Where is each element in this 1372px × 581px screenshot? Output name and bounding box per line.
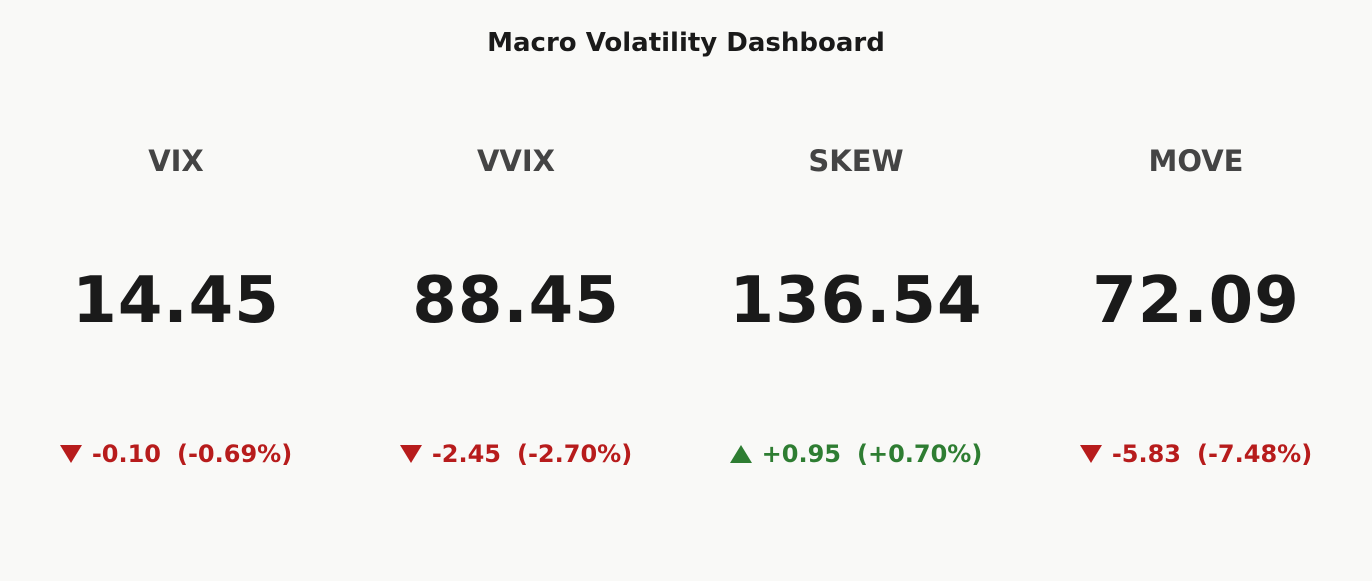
change-arrow bbox=[1079, 445, 1102, 463]
kpi-name: VIX bbox=[148, 144, 204, 178]
kpi-value: 14.45 bbox=[72, 264, 280, 338]
kpi-value: 136.54 bbox=[729, 264, 983, 338]
change-arrow bbox=[59, 445, 82, 463]
kpi-name: SKEW bbox=[808, 144, 904, 178]
change-arrow bbox=[399, 445, 422, 463]
change-arrow bbox=[729, 445, 752, 463]
change-pct: (+0.70%) bbox=[857, 440, 983, 468]
kpi-value: 88.45 bbox=[412, 264, 620, 338]
change-pct: (-0.69%) bbox=[177, 440, 293, 468]
kpi-change: +0.95 (+0.70%) bbox=[686, 440, 1026, 468]
arrow-shape bbox=[59, 445, 82, 463]
change-abs: +0.95 bbox=[761, 440, 841, 468]
kpi-card: SKEW 136.54 +0.95 (+0.70%) bbox=[686, 0, 1026, 581]
kpi-card: VIX 14.45 -0.10 (-0.69%) bbox=[6, 0, 346, 581]
change-pct: (-7.48%) bbox=[1197, 440, 1313, 468]
kpi-change: -5.83 (-7.48%) bbox=[1026, 440, 1366, 468]
change-abs: -2.45 bbox=[431, 440, 501, 468]
card-row: VIX 14.45 -0.10 (-0.69%) VVIX 88.45 -2.45 (-2.7… bbox=[6, 0, 1366, 581]
kpi-card: VVIX 88.45 -2.45 (-2.70%) bbox=[346, 0, 686, 581]
change-pct: (-2.70%) bbox=[517, 440, 633, 468]
kpi-name: VVIX bbox=[476, 144, 556, 178]
arrow-shape bbox=[399, 445, 422, 463]
kpi-change: -0.10 (-0.69%) bbox=[6, 440, 346, 468]
kpi-change: -2.45 (-2.70%) bbox=[346, 440, 686, 468]
dashboard-title: Macro Volatility Dashboard bbox=[487, 28, 885, 58]
change-abs: -0.10 bbox=[91, 440, 161, 468]
kpi-name: MOVE bbox=[1148, 144, 1244, 178]
kpi-card: MOVE 72.09 -5.83 (-7.48%) bbox=[1026, 0, 1366, 581]
arrow-shape bbox=[729, 445, 752, 463]
kpi-value: 72.09 bbox=[1092, 264, 1300, 338]
change-abs: -5.83 bbox=[1111, 440, 1181, 468]
arrow-shape bbox=[1079, 445, 1102, 463]
